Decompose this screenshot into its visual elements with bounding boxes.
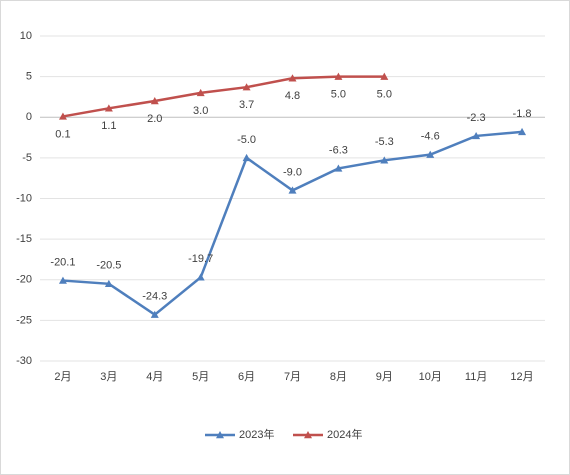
marker [242,83,251,91]
marker [196,88,205,97]
x-tick-label: 11月 [465,371,487,383]
marker [288,74,297,82]
data-label: 2.0 [147,113,162,125]
x-tick-label: 12月 [510,371,533,383]
legend-label: 2024年 [327,427,362,441]
data-label: 3.7 [239,99,254,111]
data-label: 4.8 [285,90,300,102]
data-label: 5.0 [377,89,392,101]
data-label: -20.1 [50,256,75,268]
marker [58,112,67,120]
marker [104,279,113,288]
marker [288,186,297,194]
x-tick-label: 10月 [419,371,442,383]
data-label: 1.1 [101,120,116,132]
marker [196,273,205,281]
x-tick-label: 5月 [192,371,209,383]
legend-label: 2023年 [239,427,274,441]
data-label: 3.0 [193,105,208,117]
data-label: -5.0 [237,134,256,146]
legend-marker [304,431,312,439]
data-label: -4.6 [421,131,440,143]
y-tick-label: -25 [16,314,32,326]
marker [334,164,343,172]
x-tick-label: 4月 [146,371,163,383]
data-label: 5.0 [331,89,346,101]
marker [242,153,251,162]
legend-marker [216,431,224,439]
y-tick-label: -10 [16,192,32,204]
data-label: -2.3 [467,112,486,124]
data-label: -1.8 [513,108,532,120]
marker [426,150,435,158]
marker [58,276,67,284]
data-label: -20.5 [96,260,121,272]
y-tick-label: 10 [20,30,32,42]
data-label: -5.3 [375,136,394,148]
y-tick-label: -20 [16,274,32,286]
data-label: -9.0 [283,166,302,178]
marker [380,156,389,164]
marker [380,72,389,80]
data-label: 0.1 [55,128,70,140]
marker [150,310,159,318]
x-tick-label: 8月 [330,371,347,383]
marker [104,104,113,112]
y-tick-label: 0 [26,111,32,123]
marker [334,72,343,80]
series-line [62,75,385,118]
y-tick-label: 5 [26,71,32,83]
marker [518,127,527,136]
y-tick-label: -30 [16,355,32,367]
x-tick-label: 6月 [238,371,255,383]
marker [150,97,159,105]
data-label: -24.3 [142,291,167,303]
x-tick-label: 2月 [54,371,71,383]
x-tick-label: 9月 [376,371,393,383]
y-tick-label: -5 [22,152,32,164]
y-tick-label: -15 [16,233,32,245]
x-tick-label: 7月 [284,371,301,383]
marker [472,131,481,140]
data-label: -19.7 [188,253,213,265]
x-tick-label: 3月 [100,371,117,383]
data-label: -6.3 [329,144,348,156]
